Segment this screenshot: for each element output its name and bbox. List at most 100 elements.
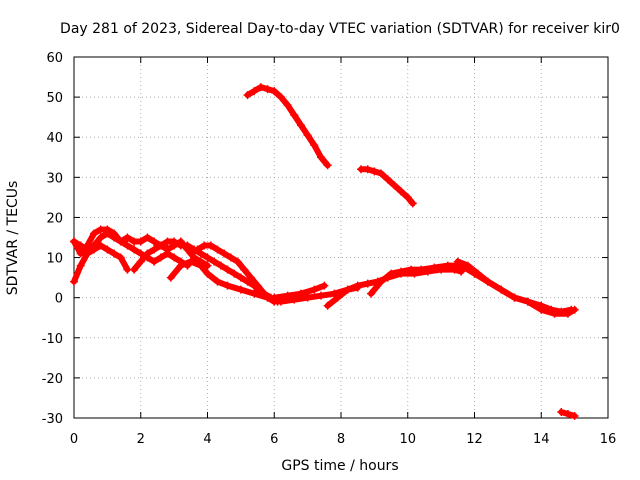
x-axis-title: GPS time / hours — [281, 458, 398, 474]
data-point-marker — [143, 249, 152, 258]
data-point-marker — [123, 241, 132, 250]
y-tick-label: 0 — [55, 292, 63, 307]
grid-layer — [74, 57, 608, 418]
data-point-marker — [136, 249, 145, 258]
y-axis-title: SDTVAR / TECUs — [5, 181, 21, 296]
data-point-marker — [200, 241, 209, 250]
data-point-marker — [123, 265, 132, 274]
data-point-marker — [260, 289, 269, 298]
data-point-marker — [377, 169, 386, 178]
data-point-marker — [206, 241, 215, 250]
series-layer — [70, 83, 579, 420]
x-tick-label: 8 — [337, 432, 345, 447]
data-point-marker — [570, 411, 579, 420]
data-point-marker — [563, 309, 572, 318]
data-point-marker — [243, 277, 252, 286]
data-point-marker — [390, 181, 399, 190]
data-point-marker — [90, 229, 99, 238]
data-point-marker — [210, 257, 219, 266]
data-point-marker — [163, 249, 172, 258]
data-point-marker — [170, 253, 179, 262]
data-point-marker — [236, 273, 245, 282]
series-arc-8 — [357, 165, 417, 208]
data-point-marker — [430, 263, 439, 272]
series-line — [454, 258, 578, 317]
data-point-marker — [290, 295, 299, 304]
data-point-marker — [213, 277, 222, 286]
data-point-marker — [236, 285, 245, 294]
data-point-marker — [246, 273, 255, 282]
data-point-marker — [537, 305, 546, 314]
data-point-marker — [130, 245, 139, 254]
series-arc-7 — [243, 83, 332, 170]
data-point-marker — [83, 241, 92, 250]
data-point-marker — [150, 237, 159, 246]
series-line — [244, 84, 331, 169]
x-tick-label: 14 — [533, 432, 550, 447]
data-point-marker — [443, 261, 452, 270]
data-point-marker — [323, 301, 332, 310]
data-point-marker — [156, 253, 165, 262]
data-point-marker — [76, 261, 85, 270]
data-point-marker — [310, 285, 319, 294]
tick-layer: 0 2 4 6 8 10 12 14 16 -30 -20 -10 0 10 20 30 40 50 60 — [42, 51, 617, 447]
data-point-marker — [563, 409, 572, 418]
data-point-marker — [96, 225, 105, 234]
data-point-marker — [170, 237, 179, 246]
chart-title: Day 281 of 2023, Sidereal Day-to-day VTE… — [60, 21, 620, 37]
data-point-marker — [240, 265, 249, 274]
data-point-marker — [510, 293, 519, 302]
data-point-marker — [103, 225, 112, 234]
data-point-marker — [407, 265, 416, 274]
data-point-marker — [186, 257, 195, 266]
data-point-marker — [363, 165, 372, 174]
data-point-marker — [193, 245, 202, 254]
data-point-marker — [166, 273, 175, 282]
data-point-marker — [330, 289, 339, 298]
data-point-marker — [570, 305, 579, 314]
data-point-marker — [323, 161, 332, 170]
data-point-marker — [70, 277, 78, 286]
data-point-marker — [550, 309, 559, 318]
data-point-marker — [353, 281, 362, 290]
data-point-marker — [377, 277, 386, 286]
data-point-marker — [186, 249, 195, 258]
data-point-marker — [363, 279, 372, 288]
data-point-marker — [397, 187, 406, 196]
data-point-marker — [397, 267, 406, 276]
data-point-marker — [90, 245, 99, 254]
data-point-marker — [316, 153, 325, 162]
data-point-marker — [283, 101, 292, 110]
data-point-marker — [103, 245, 112, 254]
data-point-marker — [463, 261, 472, 270]
data-point-marker — [316, 291, 325, 300]
y-tick-label: -10 — [42, 332, 63, 347]
data-point-marker — [270, 293, 279, 302]
data-point-marker — [320, 281, 329, 290]
data-point-marker — [223, 265, 232, 274]
series-arc-5 — [166, 257, 282, 306]
data-point-marker — [96, 233, 105, 242]
series-arc-6 — [186, 241, 275, 302]
data-point-marker — [163, 237, 172, 246]
x-tick-label: 12 — [466, 432, 483, 447]
data-point-marker — [256, 83, 265, 92]
data-point-marker — [296, 121, 305, 130]
data-point-marker — [473, 269, 482, 278]
data-point-marker — [333, 293, 342, 302]
data-point-marker — [310, 141, 319, 150]
data-point-marker — [270, 87, 279, 96]
data-point-marker — [110, 229, 119, 238]
data-point-marker — [523, 297, 532, 306]
data-point-marker — [130, 237, 139, 246]
data-point-marker — [233, 257, 242, 266]
data-point-marker — [150, 257, 159, 266]
data-point-marker — [123, 233, 132, 242]
data-point-marker — [417, 265, 426, 274]
x-tick-label: 2 — [137, 432, 145, 447]
x-tick-label: 10 — [399, 432, 416, 447]
data-point-marker — [483, 277, 492, 286]
data-point-marker — [96, 241, 105, 250]
data-point-marker — [276, 297, 285, 306]
